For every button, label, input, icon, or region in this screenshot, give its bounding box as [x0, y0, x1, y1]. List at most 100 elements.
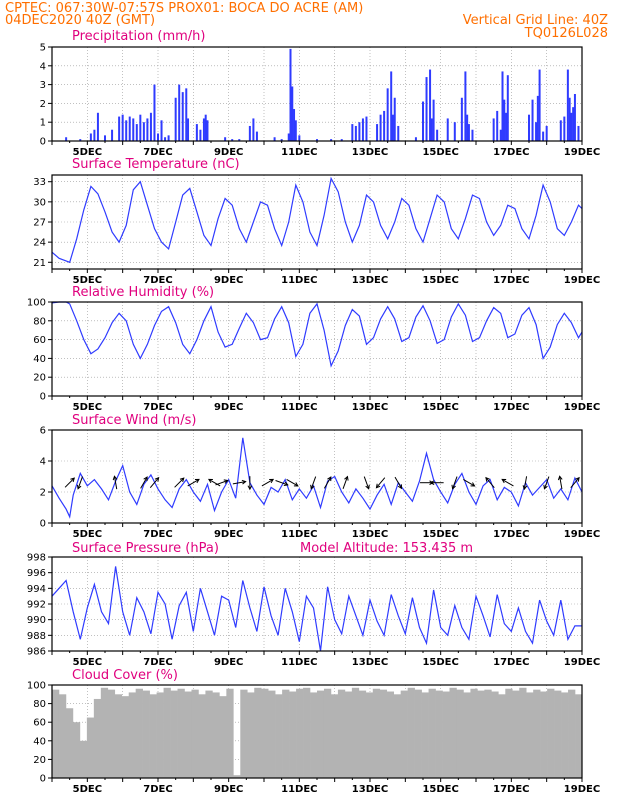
pressure-xtick-label: 11DEC [281, 657, 317, 668]
wind-arrow-shaft [485, 477, 495, 489]
wind-frame [51, 429, 583, 524]
pressure-title: Surface Pressure (hPa) [72, 541, 219, 556]
wind-arrow [174, 477, 185, 488]
cloud-cover-bar [233, 775, 241, 778]
temperature-xtick-label: 17DEC [493, 275, 529, 286]
precipitation-bar [142, 122, 145, 141]
cloud-cover-bar [247, 692, 255, 778]
cloud-cover-bar [554, 690, 562, 778]
wind-arrow [76, 476, 83, 490]
precipitation-bar [577, 125, 580, 141]
cloud-cover-bar [275, 694, 283, 778]
precipitation-bar [291, 86, 294, 141]
precipitation-bar [132, 118, 135, 141]
precipitation-bar [505, 112, 508, 141]
cloud-cover-bar [463, 692, 471, 778]
precipitation-bar [153, 84, 156, 141]
precipitation-bar [538, 69, 541, 141]
temperature-xtick-label: 19DEC [564, 275, 600, 286]
humidity-ytick-label: 20 [33, 373, 46, 384]
wind-arrow-shaft [275, 480, 288, 486]
humidity-panel: Relative Humidity (%) 0 20 40 60 80 100 5DEC 7D… [27, 285, 600, 413]
precipitation-bar [471, 129, 474, 141]
wind-ytick-label: 2 [40, 488, 46, 499]
precipitation-bar [65, 137, 68, 141]
precipitation-bar [499, 129, 502, 141]
precipitation-bar [202, 118, 205, 141]
precipitation-bar [425, 77, 428, 141]
humidity-xtick-label: 17DEC [493, 402, 529, 413]
cloud-cover-bar [226, 688, 234, 778]
wind-arrow-shaft [363, 476, 370, 489]
precipitation-bar [273, 137, 276, 141]
precipitation-bar [501, 71, 504, 141]
precipitation-xtick-label: 5DEC [73, 147, 102, 158]
precipitation-bar [252, 118, 255, 141]
cloud-xtick-label: 15DEC [422, 784, 458, 795]
cloud-cover-bar [268, 690, 276, 778]
cloud-cover-bar [142, 690, 150, 778]
wind-arrow-head [143, 476, 148, 482]
cloud-cover-bar [337, 689, 346, 778]
cloud-ytick-label: 40 [33, 736, 46, 747]
precipitation-bar [545, 125, 548, 141]
wind-arrow-shaft [310, 476, 317, 489]
precipitation-xtick-label: 19DEC [564, 147, 600, 158]
cloud-cover-bar [421, 692, 429, 778]
precipitation-bar [139, 114, 142, 141]
precipitation-bar [563, 116, 566, 141]
cloud-cover-bar [540, 691, 548, 778]
wind-arrow-head [470, 482, 476, 487]
precipitation-bar [146, 118, 149, 141]
wind-arrow-head [241, 479, 247, 485]
wind-arrow-head [179, 477, 185, 483]
cloud-cover-bar [282, 689, 290, 778]
wind-arrow [463, 479, 476, 487]
wind-arrow [501, 478, 514, 487]
humidity-ytick-label: 0 [40, 392, 46, 403]
precipitation-bar [238, 139, 241, 141]
cloud-cover-panel: Cloud Cover (%) 0 20 40 60 80 100 5DEC 7DEC 9DEC… [27, 668, 600, 795]
temperature-panel: Surface Temperature (nC) 21 24 27 30 33 5DEC 7… [33, 157, 600, 286]
precipitation-bar [204, 114, 207, 141]
cloud-ytick-label: 0 [40, 774, 46, 785]
precipitation-bar [255, 131, 258, 141]
precipitation-bar [160, 120, 163, 141]
precipitation-bar [79, 139, 82, 141]
cloud-xtick-label: 19DEC [564, 784, 600, 795]
wind-title: Surface Wind (m/s) [72, 413, 196, 428]
pressure-xtick-label: 9DEC [214, 657, 243, 668]
cloud-cover-bar [163, 687, 171, 778]
cloud-cover-bar [303, 687, 311, 778]
precipitation-bar [118, 116, 121, 141]
cloud-ytick-label: 60 [33, 718, 46, 729]
wind-arrow-head [76, 484, 82, 490]
precipitation-bar [121, 114, 124, 141]
precipitation-bar [376, 124, 379, 141]
wind-arrow [232, 479, 247, 485]
wind-arrow-head [208, 478, 213, 484]
precipitation-bar [351, 124, 354, 141]
cloud-cover-bar [170, 690, 178, 778]
pressure-ytick-label: 996 [27, 568, 46, 579]
wind-arrow-shaft [523, 476, 528, 490]
precipitation-bar [294, 120, 297, 141]
wind-arrow [187, 478, 200, 487]
wind-arrow-shaft [140, 476, 148, 489]
precipitation-bar [316, 139, 318, 141]
precipitation-bar [542, 131, 545, 141]
precipitation-bar [125, 120, 128, 141]
wind-arrow-head [375, 483, 381, 489]
humidity-ytick-label: 40 [33, 354, 46, 365]
humidity-xtick-label: 5DEC [73, 402, 102, 413]
precipitation-xtick-label: 15DEC [422, 147, 458, 158]
cloud-cover-bar [52, 689, 60, 778]
precipitation-bar [340, 139, 343, 141]
precipitation-bar [464, 71, 467, 141]
cloud-cover-bar [449, 687, 457, 778]
precipitation-ytick-label: 0 [40, 137, 46, 148]
wind-arrow-shaft [394, 476, 402, 489]
pressure-xtick-label: 5DEC [73, 657, 102, 668]
cloud-cover-bar [317, 690, 325, 778]
precipitation-bar [528, 114, 530, 141]
